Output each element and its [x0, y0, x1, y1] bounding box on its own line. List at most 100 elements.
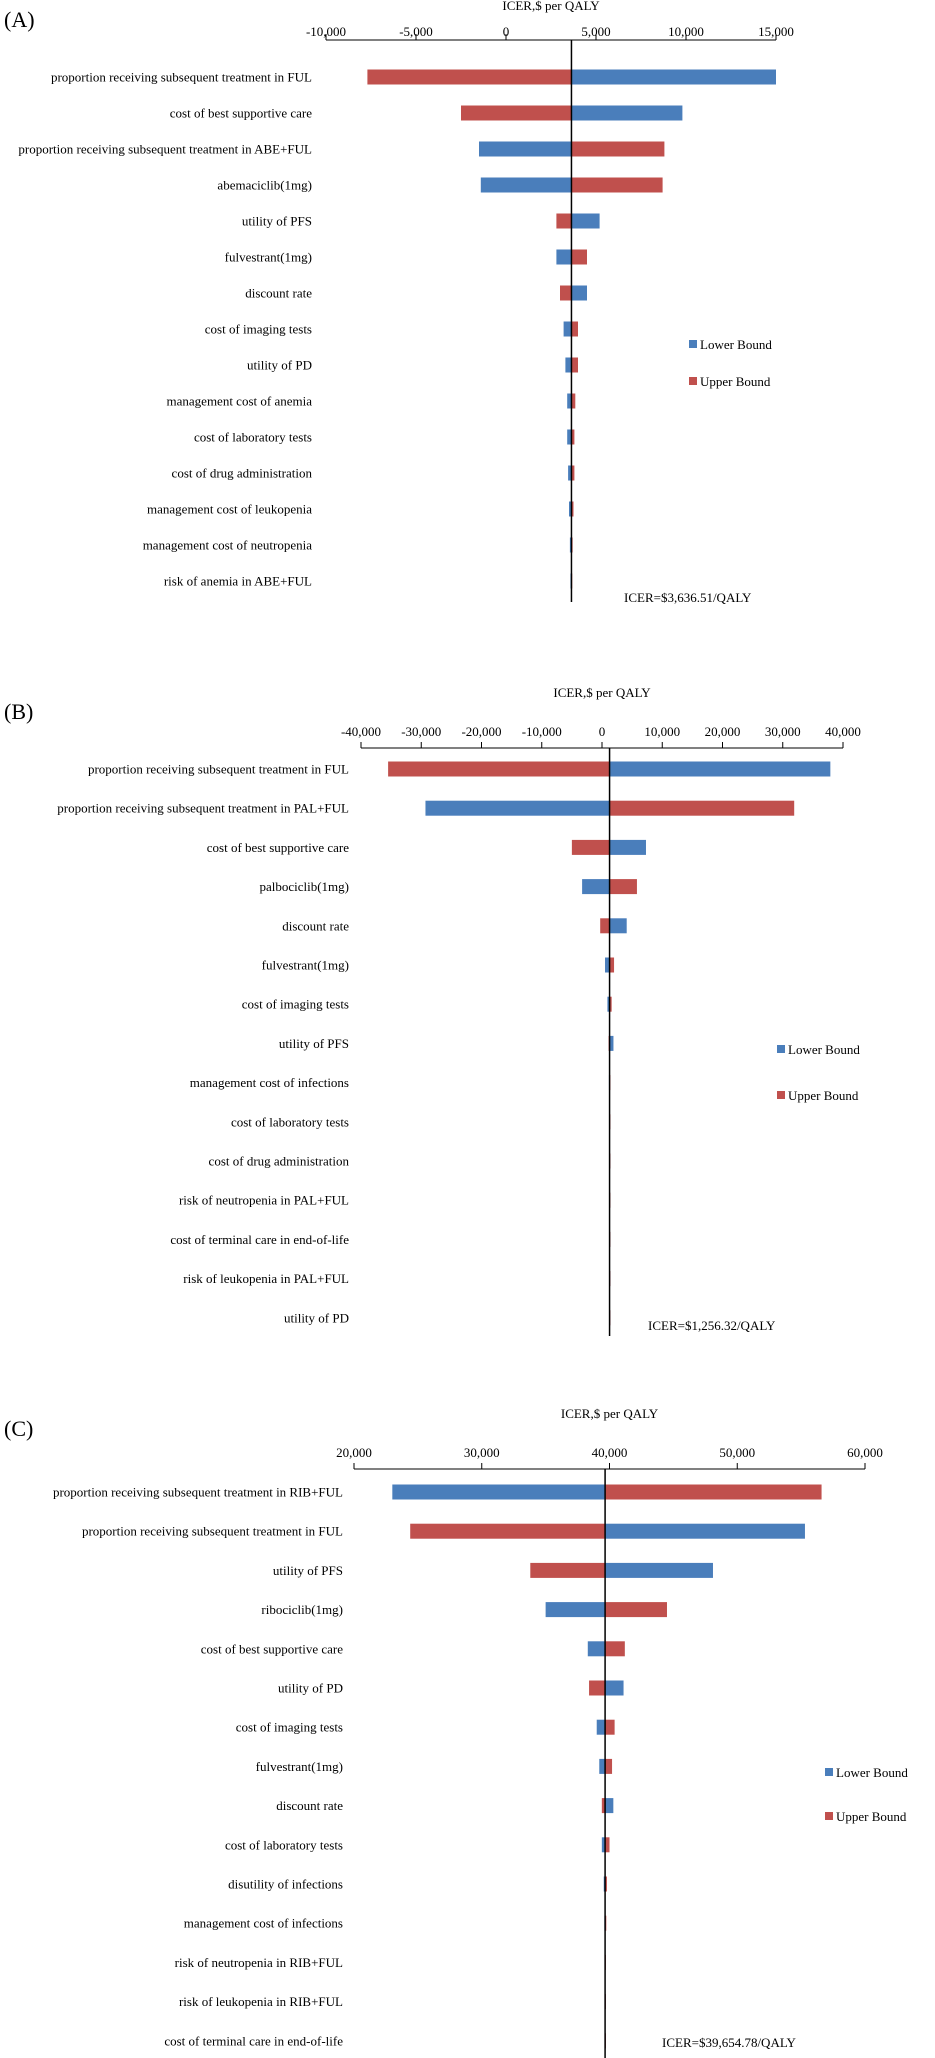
chart-panel: (C) ICER,$ per QALY 20,000 30,000 40,000 50,0…: [4, 1406, 908, 2058]
bar-upper-bound: [571, 839, 610, 855]
bar-lower-bound: [480, 177, 572, 193]
category-label: cost of imaging tests: [236, 1720, 343, 1735]
x-tick-label: 40,000: [825, 724, 861, 739]
bar-upper-bound: [560, 285, 572, 301]
bar-upper-bound: [556, 213, 572, 229]
category-label: cost of best supportive care: [170, 106, 312, 121]
x-tick-label: 5,000: [581, 24, 610, 39]
legend-swatch-upper: [777, 1091, 785, 1099]
category-label: proportion receiving subsequent treatmen…: [82, 1524, 343, 1539]
legend-swatch-lower: [825, 1768, 833, 1776]
bar-lower-bound: [605, 1562, 713, 1578]
category-label: risk of neutropenia in PAL+FUL: [179, 1193, 349, 1208]
bar-upper-bound: [605, 1484, 822, 1500]
x-tick-label: 10,000: [644, 724, 680, 739]
panel-label: (B): [4, 699, 33, 724]
category-label: cost of terminal care in end-of-life: [164, 2033, 343, 2048]
bar-upper-bound: [605, 1758, 613, 1774]
axis-title: ICER,$ per QALY: [502, 0, 600, 13]
category-label: proportion receiving subsequent treatmen…: [18, 142, 312, 157]
bar-lower-bound: [582, 879, 610, 895]
category-label: management cost of infections: [190, 1075, 349, 1090]
bar-lower-bound: [607, 996, 610, 1012]
bar-lower-bound: [392, 1484, 606, 1500]
category-label: utility of PFS: [242, 214, 312, 229]
bar-lower-bound: [605, 1680, 624, 1696]
bar-lower-bound: [545, 1602, 606, 1618]
axis-title: ICER,$ per QALY: [561, 1406, 659, 1421]
bar-lower-bound: [479, 141, 572, 157]
category-label: cost of laboratory tests: [225, 1837, 343, 1852]
bar-lower-bound: [609, 918, 627, 934]
bar-upper-bound: [605, 1876, 607, 1892]
category-label: proportion receiving subsequent treatmen…: [53, 1485, 343, 1500]
category-label: fulvestrant(1mg): [256, 1759, 343, 1774]
bar-lower-bound: [556, 249, 572, 265]
category-label: utility of PD: [247, 358, 312, 373]
category-label: management cost of neutropenia: [143, 538, 313, 553]
category-label: risk of neutropenia in RIB+FUL: [175, 1955, 343, 1970]
x-tick-label: -30,000: [401, 724, 441, 739]
bar-upper-bound: [461, 105, 572, 121]
x-tick-label: 30,000: [464, 1445, 500, 1460]
bar-upper-bound: [609, 957, 615, 973]
bar-lower-bound: [605, 1523, 805, 1539]
bar-lower-bound: [599, 1758, 606, 1774]
category-label: management cost of infections: [184, 1916, 343, 1931]
bar-lower-bound: [605, 1798, 614, 1814]
base-icer-label: ICER=$39,654.78/QALY: [662, 2035, 796, 2050]
category-label: proportion receiving subsequent treatmen…: [88, 762, 349, 777]
category-label: discount rate: [276, 1798, 343, 1813]
bar-upper-bound: [600, 918, 610, 934]
bar-lower-bound: [425, 800, 610, 816]
bar-lower-bound: [609, 761, 831, 777]
category-label: ribociclib(1mg): [261, 1602, 343, 1617]
bar-lower-bound: [565, 357, 572, 373]
category-label: proportion receiving subsequent treatmen…: [57, 801, 349, 816]
legend-swatch-upper: [689, 377, 697, 385]
legend-label: Upper Bound: [836, 1809, 907, 1824]
category-label: cost of best supportive care: [207, 840, 349, 855]
base-icer-label: ICER=$3,636.51/QALY: [624, 590, 752, 605]
legend-swatch-lower: [689, 340, 697, 348]
bar-lower-bound: [601, 1837, 606, 1853]
category-label: utility of PFS: [279, 1036, 349, 1051]
bar-upper-bound: [605, 1719, 615, 1735]
panel-label: (A): [4, 7, 35, 32]
bar-upper-bound: [571, 177, 663, 193]
bar-upper-bound: [609, 996, 612, 1012]
bar-upper-bound: [589, 1680, 606, 1696]
category-label: utility of PFS: [273, 1563, 343, 1578]
category-label: cost of imaging tests: [242, 997, 349, 1012]
category-label: cost of laboratory tests: [194, 430, 312, 445]
bar-upper-bound: [388, 761, 610, 777]
axis-title: ICER,$ per QALY: [553, 685, 651, 700]
category-label: cost of drug administration: [209, 1154, 350, 1169]
x-tick-label: 15,000: [758, 24, 794, 39]
bar-lower-bound: [605, 957, 610, 973]
bar-upper-bound: [367, 69, 572, 85]
category-label: disutility of infections: [228, 1877, 343, 1892]
category-label: management cost of anemia: [167, 394, 313, 409]
bar-upper-bound: [530, 1562, 606, 1578]
category-label: abemaciclib(1mg): [217, 178, 312, 193]
legend-label: Lower Bound: [836, 1765, 908, 1780]
category-label: utility of PD: [284, 1310, 349, 1325]
bar-lower-bound: [571, 213, 600, 229]
bar-upper-bound: [601, 1798, 606, 1814]
bar-lower-bound: [609, 1035, 614, 1051]
category-label: proportion receiving subsequent treatmen…: [51, 70, 312, 85]
bar-upper-bound: [605, 1641, 625, 1657]
bar-upper-bound: [609, 879, 637, 895]
x-tick-label: 30,000: [765, 724, 801, 739]
x-tick-label: -10,000: [522, 724, 562, 739]
bar-lower-bound: [568, 465, 572, 481]
x-tick-label: 20,000: [705, 724, 741, 739]
x-tick-label: 60,000: [847, 1445, 883, 1460]
category-label: fulvestrant(1mg): [262, 958, 349, 973]
bar-upper-bound: [571, 249, 587, 265]
bar-lower-bound: [567, 393, 572, 409]
x-tick-label: -10,000: [306, 24, 346, 39]
bar-upper-bound: [571, 321, 578, 337]
